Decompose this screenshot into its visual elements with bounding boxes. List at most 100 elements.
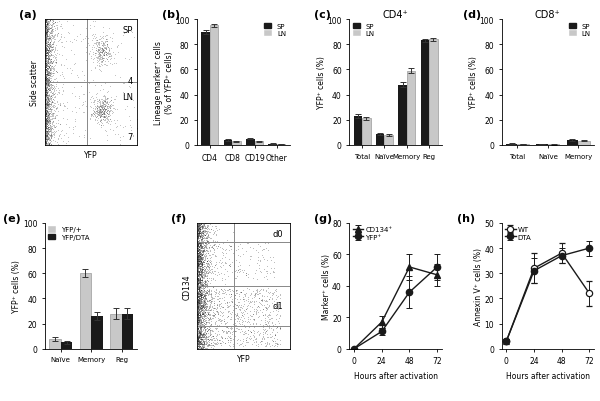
Point: [193, 314, 202, 320]
Point: [41, 42, 51, 49]
Point: [44, 108, 54, 115]
Point: [253, 304, 262, 310]
Point: [211, 253, 221, 259]
Point: [194, 302, 203, 309]
Point: [200, 271, 209, 277]
Point: [41, 101, 50, 107]
Point: [40, 106, 50, 112]
Point: [101, 104, 110, 110]
Point: [41, 87, 50, 93]
Point: [88, 107, 97, 113]
Point: [230, 292, 240, 298]
Point: [203, 333, 213, 340]
Point: [52, 48, 62, 54]
Point: [40, 93, 50, 99]
Point: [197, 310, 207, 316]
Point: [70, 52, 79, 58]
Point: [199, 222, 208, 228]
Point: [248, 321, 257, 328]
Point: [202, 287, 212, 293]
Point: [41, 92, 50, 98]
Point: [80, 92, 89, 98]
Point: [194, 340, 203, 346]
Point: [105, 113, 115, 119]
Point: [200, 309, 209, 316]
Point: [266, 315, 276, 322]
Point: [43, 22, 53, 28]
Point: [266, 334, 275, 340]
Point: [270, 340, 280, 346]
Point: [44, 76, 54, 83]
Point: [50, 95, 59, 101]
Point: [43, 44, 52, 51]
Bar: [385, 136, 393, 146]
Point: [198, 302, 208, 308]
Point: [92, 121, 102, 127]
Point: [42, 128, 52, 134]
Point: [193, 291, 203, 297]
Point: [41, 125, 50, 132]
Point: [194, 299, 203, 306]
Point: [264, 303, 274, 310]
Point: [197, 294, 206, 301]
Point: [89, 111, 99, 118]
Point: [203, 303, 212, 310]
Point: [193, 233, 203, 240]
Point: [196, 318, 206, 325]
Point: [235, 306, 245, 313]
Point: [264, 302, 274, 308]
Point: [199, 223, 209, 229]
Point: [217, 335, 227, 342]
Point: [196, 334, 205, 340]
Point: [193, 243, 203, 250]
Point: [47, 133, 57, 139]
Point: [195, 228, 205, 234]
Point: [193, 264, 202, 270]
Point: [42, 76, 52, 83]
Point: [41, 34, 51, 41]
Point: [250, 290, 260, 296]
Point: [206, 340, 216, 346]
Point: [205, 331, 215, 337]
Point: [196, 258, 206, 264]
Point: [197, 328, 206, 334]
Point: [45, 40, 55, 46]
Point: [200, 335, 210, 342]
Point: [196, 261, 206, 267]
Point: [103, 95, 112, 102]
Bar: [536, 145, 548, 146]
Point: [239, 314, 249, 321]
Point: [40, 20, 50, 26]
Point: [258, 322, 268, 328]
Point: [193, 237, 202, 243]
Point: [194, 286, 203, 292]
Point: [193, 297, 202, 303]
Point: [193, 338, 203, 344]
Point: [46, 131, 56, 137]
Point: [206, 291, 216, 297]
Point: [42, 71, 52, 78]
Point: [93, 111, 103, 118]
Point: [44, 70, 54, 77]
Point: [43, 89, 52, 96]
Point: [194, 297, 204, 304]
Point: [48, 47, 58, 53]
Point: [41, 50, 50, 56]
Point: [41, 19, 51, 26]
Point: [194, 230, 203, 237]
Point: [41, 75, 51, 81]
Point: [196, 231, 206, 237]
Point: [41, 38, 50, 45]
Point: [43, 83, 53, 89]
Point: [88, 110, 98, 117]
Point: [96, 57, 106, 63]
Point: [193, 315, 203, 322]
Point: [43, 45, 53, 51]
Point: [98, 36, 107, 43]
Point: [201, 281, 211, 287]
Point: [43, 29, 53, 35]
Point: [205, 314, 214, 320]
Point: [198, 311, 208, 318]
Point: [199, 249, 208, 255]
Point: [43, 22, 52, 29]
